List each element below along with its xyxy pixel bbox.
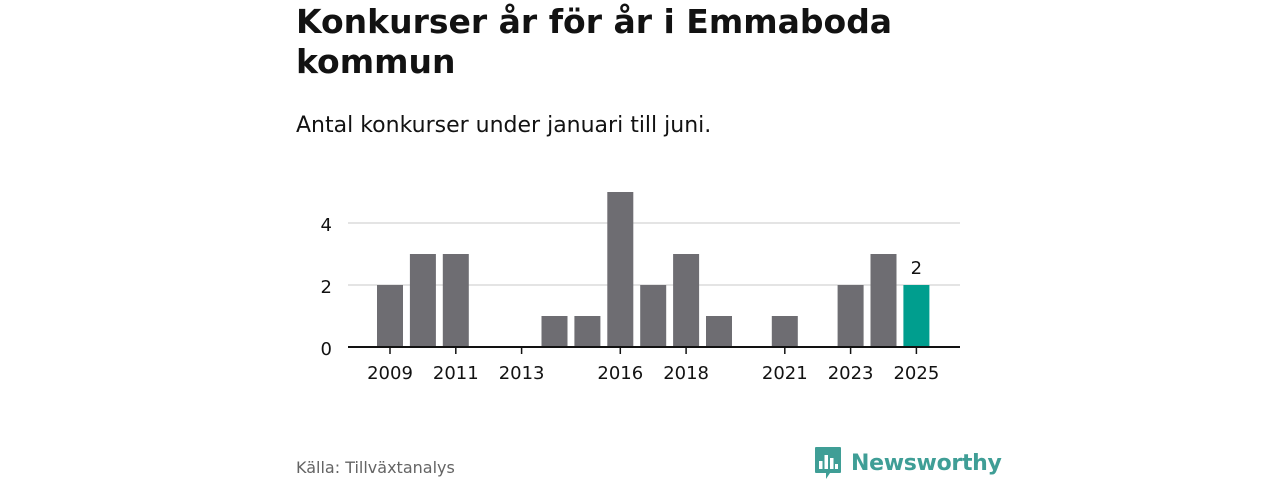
x-tick-label: 2013 [499, 363, 545, 384]
x-tick-label: 2009 [367, 363, 413, 384]
bar-2009 [377, 285, 403, 347]
bar-2018 [673, 254, 700, 347]
bar-2017 [640, 285, 667, 347]
source-note: Källa: Tillväxtanalys [296, 458, 455, 477]
x-tick-label: 2025 [893, 363, 939, 384]
bar-2023 [837, 285, 864, 347]
y-tick-label: 4 [321, 215, 332, 236]
bar-2021 [771, 316, 798, 347]
x-tick-label: 2018 [663, 363, 709, 384]
data-label-2025: 2 [911, 258, 922, 279]
bar-2016 [607, 192, 634, 347]
brand-logo: Newsworthy [814, 446, 1002, 480]
newsworthy-logo-icon [815, 447, 841, 479]
x-tick-label: 2016 [597, 363, 643, 384]
bar-2010 [409, 254, 436, 347]
chart-subtitle: Antal konkurser under januari till juni. [296, 113, 712, 138]
chart-title: Konkurser år för år i Emmaboda kommun [296, 2, 893, 81]
x-tick-label: 2011 [433, 363, 479, 384]
bar-2011 [442, 254, 469, 347]
bar-2015 [574, 316, 601, 347]
y-tick-label: 2 [321, 277, 332, 298]
x-tick-label: 2023 [828, 363, 874, 384]
bar-2024 [870, 254, 897, 347]
bar-2014 [541, 316, 568, 347]
bar-2025 [903, 285, 930, 347]
x-tick-label: 2021 [762, 363, 808, 384]
bar-2019 [706, 316, 732, 347]
y-tick-label: 0 [321, 339, 332, 360]
bar-chart: 0 2 4 2 2009 2011 2013 2016 2018 2021 2023 2025 [321, 192, 960, 384]
brand-name: Newsworthy [851, 450, 1002, 476]
